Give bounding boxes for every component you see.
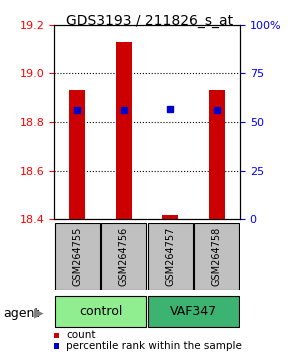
Text: GSM264757: GSM264757 — [165, 227, 175, 286]
FancyBboxPatch shape — [148, 296, 239, 327]
Text: GSM264758: GSM264758 — [212, 227, 222, 286]
FancyBboxPatch shape — [194, 223, 239, 290]
Bar — [69, 91, 85, 219]
Text: ▶: ▶ — [34, 307, 44, 320]
FancyBboxPatch shape — [101, 223, 146, 290]
Text: VAF347: VAF347 — [170, 305, 217, 318]
FancyBboxPatch shape — [148, 223, 193, 290]
Text: count: count — [66, 330, 95, 340]
FancyBboxPatch shape — [55, 296, 146, 327]
Text: percentile rank within the sample: percentile rank within the sample — [66, 341, 242, 351]
Text: GDS3193 / 211826_s_at: GDS3193 / 211826_s_at — [66, 14, 234, 28]
Text: GSM264755: GSM264755 — [72, 227, 82, 286]
Text: GSM264756: GSM264756 — [119, 227, 129, 286]
Bar — [162, 215, 178, 219]
Text: control: control — [79, 305, 122, 318]
FancyBboxPatch shape — [55, 223, 100, 290]
Bar — [208, 91, 225, 219]
Text: agent: agent — [3, 307, 39, 320]
Bar — [116, 42, 132, 219]
